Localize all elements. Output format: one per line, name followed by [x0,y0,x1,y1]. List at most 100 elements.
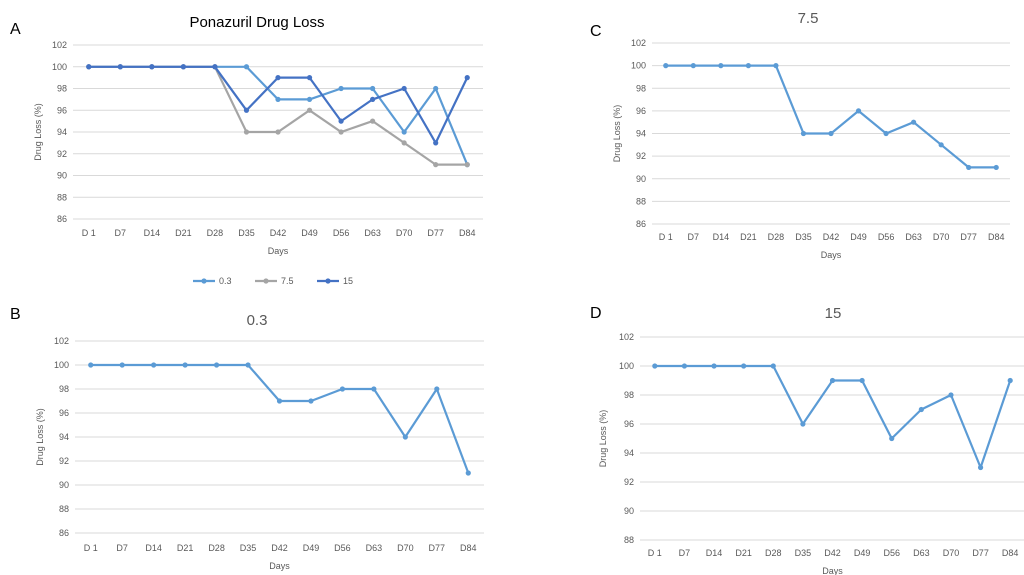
x-tick-label: D63 [366,543,383,553]
y-tick-label: 86 [636,219,646,229]
y-tick-label: 96 [57,105,67,115]
data-point [681,363,688,369]
y-tick-label: 92 [624,477,634,487]
x-tick-label: D35 [795,232,812,242]
x-tick-label: D35 [238,228,255,238]
x-tick-label: D84 [988,232,1005,242]
data-point [370,96,376,102]
x-tick-label: D35 [795,548,812,558]
data-point [773,63,779,69]
data-point [243,107,250,113]
legend-marker [201,278,207,284]
series-line-7.5 [88,65,468,166]
x-tick-label: D49 [850,232,867,242]
data-point [652,363,658,369]
x-tick-label: D 1 [84,543,98,553]
y-tick-label: 92 [59,456,69,466]
data-point [308,398,314,404]
data-point [275,96,281,102]
x-tick-label: D14 [706,548,723,558]
y-tick-label: 94 [624,448,634,458]
data-point [401,129,407,135]
y-axis-label: Drug Loss (%) [598,410,608,468]
data-point [859,377,865,384]
y-tick-label: 96 [636,106,646,116]
panel-a: A Ponazuril Drug Loss 86 88 90 92 94 96 98 100 1… [10,14,483,286]
x-tick-label: D56 [334,543,351,553]
y-tick-label: 94 [59,432,69,442]
x-tick-label: D21 [735,548,752,558]
data-point [371,386,377,392]
x-tick-label: D84 [459,228,476,238]
data-point [151,362,157,368]
data-point [306,107,313,113]
y-tick-label: 88 [636,196,646,206]
x-tick-label: D7 [679,548,691,558]
data-point [918,406,924,413]
x-tick-label: D7 [116,543,128,553]
data-point [433,85,439,92]
data-point [889,435,895,442]
series-line [665,64,997,169]
x-tick-label: D28 [765,548,782,558]
data-point [370,85,376,92]
x-tick-label: D56 [333,228,350,238]
x-tick-label: D49 [301,228,318,238]
legend-entry: 7.5 [281,276,294,286]
y-axis-label: Drug Loss (%) [612,105,622,163]
x-tick-label: D56 [878,232,895,242]
panel-letter-c: C [590,23,602,40]
legend-entry: 15 [343,276,353,286]
data-point [433,140,439,146]
y-tick-label: 100 [54,360,69,370]
y-tick-label: 86 [59,528,69,538]
panel-letter-d: D [590,305,602,322]
y-axis-label: Drug Loss (%) [33,103,43,161]
y-tick-label: 102 [52,40,67,50]
data-point [401,85,407,92]
data-point [86,64,92,70]
y-tick-label: 86 [57,214,67,224]
data-point [117,64,123,70]
x-tick-label: D21 [177,543,194,553]
panel-c: C 7.5 86 88 90 92 94 96 98 100 102 D 1 D7 D14 D21 D28… [590,10,1010,260]
data-point [828,130,834,137]
y-tick-label: 90 [59,480,69,490]
data-point [770,363,776,369]
y-tick-label: 98 [624,390,634,400]
legend-entry: 0.3 [219,276,232,286]
x-tick-label: D7 [688,232,700,242]
x-tick-label: D77 [427,228,444,238]
data-point [370,118,376,124]
chart-title-c: 7.5 [798,10,819,27]
panel-d: D 15 88 90 92 94 96 98 100 102 D 1 D7 D14 D21 D28 D35… [590,305,1024,575]
x-tick-label: D63 [364,228,381,238]
data-point [711,363,717,369]
x-tick-label: D 1 [659,232,673,242]
data-point [401,140,407,146]
y-tick-label: 96 [624,419,634,429]
data-point [243,129,250,135]
data-point [966,164,972,171]
chart-title-a: Ponazuril Drug Loss [189,14,324,31]
data-point [1007,377,1013,384]
data-point [663,63,669,69]
x-tick-label: D14 [145,543,162,553]
x-tick-label: D42 [823,232,840,242]
data-point [212,64,218,70]
x-tick-label: D14 [713,232,730,242]
y-tick-label: 92 [636,151,646,161]
x-tick-label: D56 [883,548,900,558]
data-point [275,129,281,135]
x-tick-label: D42 [271,543,288,553]
data-point [306,96,313,102]
x-tick-label: D21 [175,228,192,238]
data-point [464,75,470,81]
x-axis-label: Days [269,561,290,571]
y-tick-label: 92 [57,149,67,159]
x-axis-label: Days [821,250,842,260]
data-point [829,377,836,384]
y-tick-label: 90 [57,171,67,181]
data-point [938,142,944,148]
data-point [88,362,94,368]
